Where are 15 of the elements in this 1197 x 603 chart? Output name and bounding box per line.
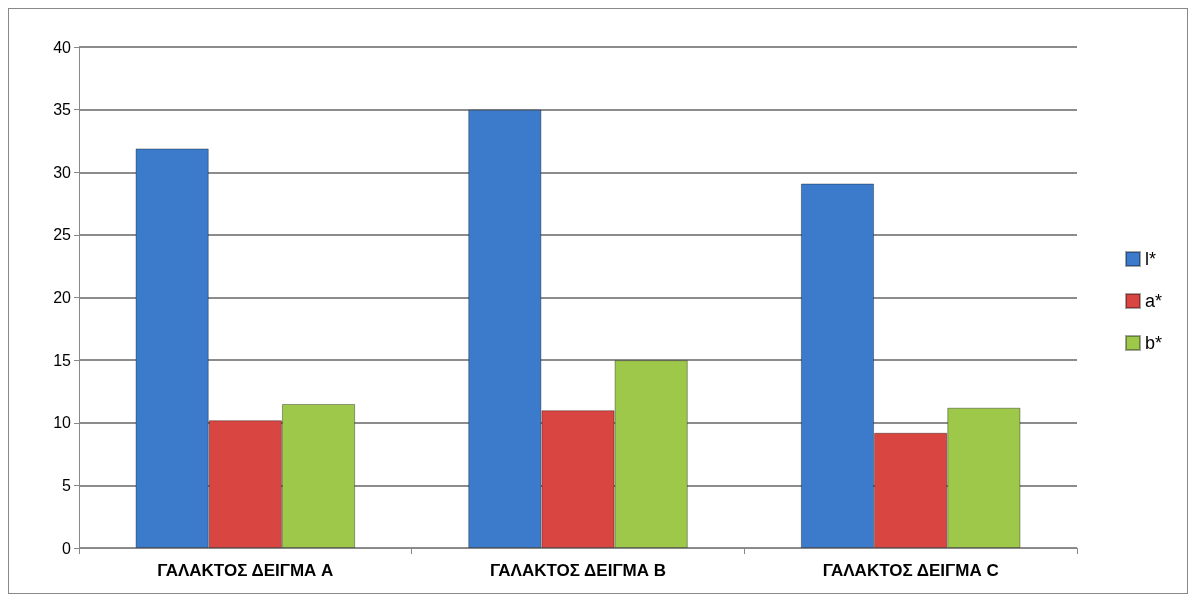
y-tick-label: 40 <box>53 38 72 56</box>
y-tick-label: 25 <box>53 226 72 244</box>
x-tick-label: ΓΑΛΑΚΤΟΣ ΔΕΙΓΜΑ B <box>489 561 667 580</box>
y-tick-label: 35 <box>53 101 72 119</box>
x-tick-label: ΓΑΛΑΚΤΟΣ ΔΕΙΓΜΑ A <box>157 561 334 580</box>
y-tick-label: 15 <box>53 351 72 369</box>
legend-label: b* <box>1144 333 1162 353</box>
legend-label: l* <box>1144 249 1156 269</box>
y-tick-label: 5 <box>62 476 72 494</box>
y-tick-label: 20 <box>53 289 72 306</box>
y-tick-label: 0 <box>62 539 72 557</box>
legend-label: a* <box>1144 291 1162 311</box>
y-tick-label: 30 <box>53 163 72 181</box>
y-tick-label: 10 <box>53 414 72 432</box>
x-tick-label: ΓΑΛΑΚΤΟΣ ΔΕΙΓΜΑ C <box>822 561 999 580</box>
